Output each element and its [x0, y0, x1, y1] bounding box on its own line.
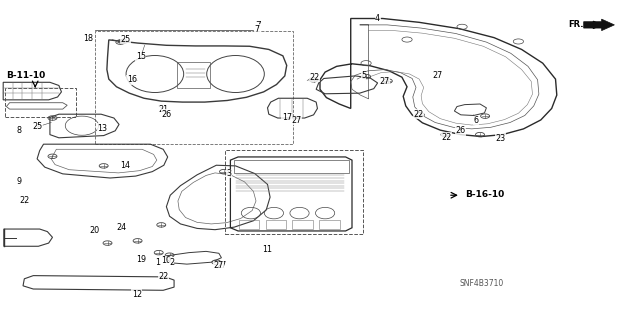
Text: 1: 1: [156, 258, 161, 267]
Text: 26: 26: [161, 110, 172, 119]
Text: 17: 17: [282, 113, 292, 122]
Text: 3: 3: [227, 169, 232, 178]
Text: 6: 6: [474, 116, 479, 125]
Text: 27: 27: [292, 116, 302, 125]
Text: 19: 19: [136, 255, 146, 263]
Text: SNF4B3710: SNF4B3710: [460, 279, 504, 288]
Text: 15: 15: [136, 52, 146, 61]
Text: 18: 18: [83, 34, 93, 43]
Text: 11: 11: [262, 245, 273, 254]
Text: 27: 27: [379, 77, 389, 86]
Text: 22: 22: [413, 110, 424, 119]
Text: 27: 27: [433, 71, 443, 80]
Text: 22: 22: [442, 133, 452, 142]
Text: 22: 22: [159, 272, 169, 281]
Text: 27: 27: [216, 261, 227, 270]
Text: 25: 25: [32, 122, 42, 131]
Text: 7: 7: [255, 25, 260, 34]
Text: 10: 10: [161, 256, 172, 265]
Text: 12: 12: [132, 290, 142, 299]
Text: 27: 27: [214, 261, 224, 270]
Text: 25: 25: [120, 35, 131, 44]
Text: 9: 9: [17, 177, 22, 186]
Text: 7: 7: [255, 21, 260, 30]
Text: 23: 23: [495, 134, 506, 143]
Text: B-16-10: B-16-10: [465, 190, 504, 199]
Text: 5: 5: [361, 71, 366, 80]
Text: B-11-10: B-11-10: [6, 71, 45, 80]
Text: 24: 24: [116, 223, 127, 232]
Text: 16: 16: [127, 75, 137, 84]
Text: 8: 8: [17, 126, 22, 135]
Polygon shape: [584, 19, 614, 31]
FancyArrowPatch shape: [586, 22, 600, 28]
Text: FR.: FR.: [568, 20, 584, 29]
Text: 2: 2: [169, 258, 174, 267]
Text: 26: 26: [456, 126, 466, 135]
Text: 21: 21: [158, 105, 168, 114]
Text: 22: 22: [310, 73, 320, 82]
Text: 20: 20: [90, 226, 100, 235]
Text: 22: 22: [19, 197, 29, 205]
Text: 13: 13: [97, 124, 108, 133]
Text: 4: 4: [375, 14, 380, 23]
Text: 14: 14: [120, 161, 131, 170]
